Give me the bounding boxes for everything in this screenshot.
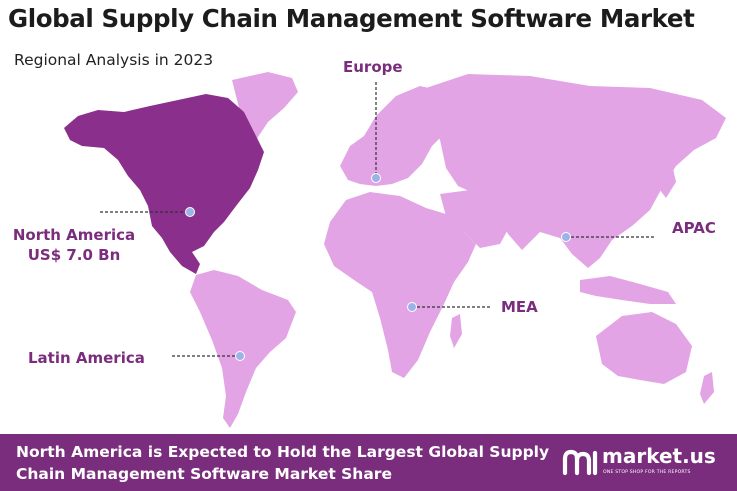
market-us-logo-icon <box>562 449 598 476</box>
map-title: Global Supply Chain Management Software … <box>8 4 695 33</box>
japan-region <box>660 164 676 198</box>
world-map <box>64 72 726 428</box>
latin-america-label: Latin America <box>28 349 145 367</box>
map-subtitle: Regional Analysis in 2023 <box>14 51 214 69</box>
north-america-region <box>64 94 264 274</box>
madagascar-region <box>450 314 462 348</box>
mea-marker <box>407 302 417 312</box>
apac-label: APAC <box>672 219 716 237</box>
north-america-label: North America US$ 7.0 Bn <box>10 225 138 266</box>
latin-america-region <box>190 270 296 428</box>
europe-region <box>340 86 452 186</box>
australia-region <box>596 312 692 384</box>
asia-region <box>420 74 726 268</box>
other-regions <box>190 72 726 428</box>
north-america-value: US$ 7.0 Bn <box>27 246 121 265</box>
footer-banner: North America is Expected to Hold the La… <box>0 434 737 491</box>
apac-marker <box>561 232 571 242</box>
logo-tagline: ONE STOP SHOP FOR THE REPORTS <box>603 470 691 475</box>
europe-marker <box>371 173 381 183</box>
logo-name: market.us <box>602 444 716 468</box>
new-zealand-region <box>700 372 714 404</box>
africa-region <box>324 192 476 378</box>
mea-label: MEA <box>501 298 538 316</box>
market-us-logo[interactable]: market.us ONE STOP SHOP FOR THE REPORTS <box>562 444 734 485</box>
southeast-asia-islands-region <box>580 276 676 304</box>
footer-text: North America is Expected to Hold the La… <box>16 443 550 483</box>
europe-label: Europe <box>343 58 403 76</box>
latin-america-marker <box>235 351 245 361</box>
north-america-marker <box>185 207 195 217</box>
north-america-name: North America <box>12 226 136 244</box>
